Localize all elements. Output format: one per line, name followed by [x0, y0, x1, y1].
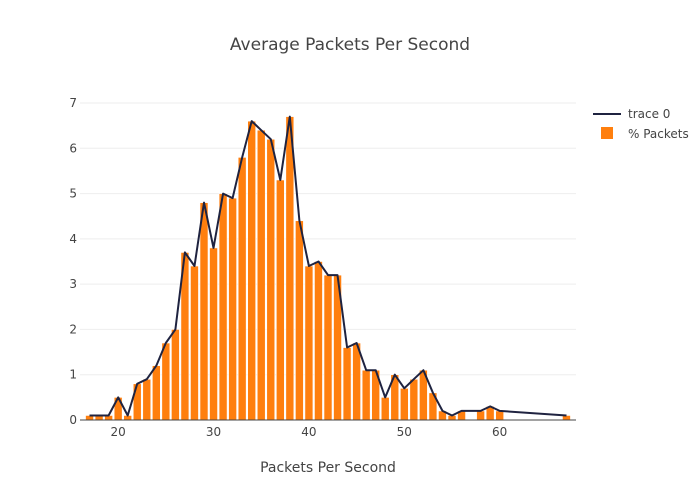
- bar[interactable]: [409, 378, 419, 421]
- bar[interactable]: [304, 265, 314, 421]
- y-tick-label: 0: [69, 413, 77, 427]
- legend-bar-swatch: [601, 127, 613, 139]
- chart-title: Average Packets Per Second: [230, 35, 470, 55]
- bar[interactable]: [380, 397, 390, 421]
- bar[interactable]: [247, 120, 256, 421]
- bar[interactable]: [161, 342, 171, 421]
- bar[interactable]: [132, 383, 142, 421]
- bar[interactable]: [190, 265, 199, 421]
- legend-label-trace0: trace 0: [628, 107, 670, 121]
- x-tick-label: 60: [492, 425, 507, 439]
- trace-line[interactable]: [89, 115, 567, 417]
- line-series: [89, 115, 567, 417]
- bar[interactable]: [285, 116, 295, 421]
- y-tick-label: 2: [69, 322, 77, 336]
- bar[interactable]: [152, 365, 161, 421]
- bar[interactable]: [199, 202, 209, 421]
- x-tick-label: 40: [301, 425, 316, 439]
- bar[interactable]: [361, 369, 371, 421]
- x-axis-title: Packets Per Second: [260, 460, 396, 476]
- bar[interactable]: [352, 342, 361, 421]
- bar[interactable]: [495, 410, 504, 421]
- bar[interactable]: [218, 193, 228, 421]
- y-tick-label: 5: [69, 187, 77, 201]
- bar[interactable]: [276, 179, 285, 421]
- bar[interactable]: [142, 378, 152, 421]
- y-tick-label: 4: [69, 232, 77, 246]
- y-tick-label: 6: [69, 141, 77, 155]
- x-tick-label: 50: [397, 425, 412, 439]
- legend[interactable]: trace 0 % Packets: [593, 107, 689, 141]
- y-tick-label: 1: [69, 368, 77, 382]
- bar[interactable]: [295, 220, 304, 421]
- x-tick-label: 20: [111, 425, 126, 439]
- axes: 0 1 2 3 4 5 6 7 20 30 40 50 60: [69, 96, 576, 439]
- bar[interactable]: [323, 274, 333, 421]
- bar[interactable]: [228, 197, 237, 421]
- bar-series: [85, 116, 571, 421]
- legend-label-packets: % Packets: [628, 127, 689, 141]
- bar[interactable]: [342, 347, 352, 421]
- bar[interactable]: [314, 261, 323, 421]
- bar[interactable]: [476, 410, 485, 421]
- bar[interactable]: [209, 247, 218, 421]
- bar[interactable]: [266, 138, 276, 421]
- bar[interactable]: [237, 157, 247, 421]
- bar[interactable]: [256, 129, 266, 421]
- bar[interactable]: [400, 387, 409, 421]
- y-tick-label: 7: [69, 96, 77, 110]
- bar[interactable]: [171, 329, 180, 421]
- x-tick-label: 30: [206, 425, 221, 439]
- y-tick-label: 3: [69, 277, 77, 291]
